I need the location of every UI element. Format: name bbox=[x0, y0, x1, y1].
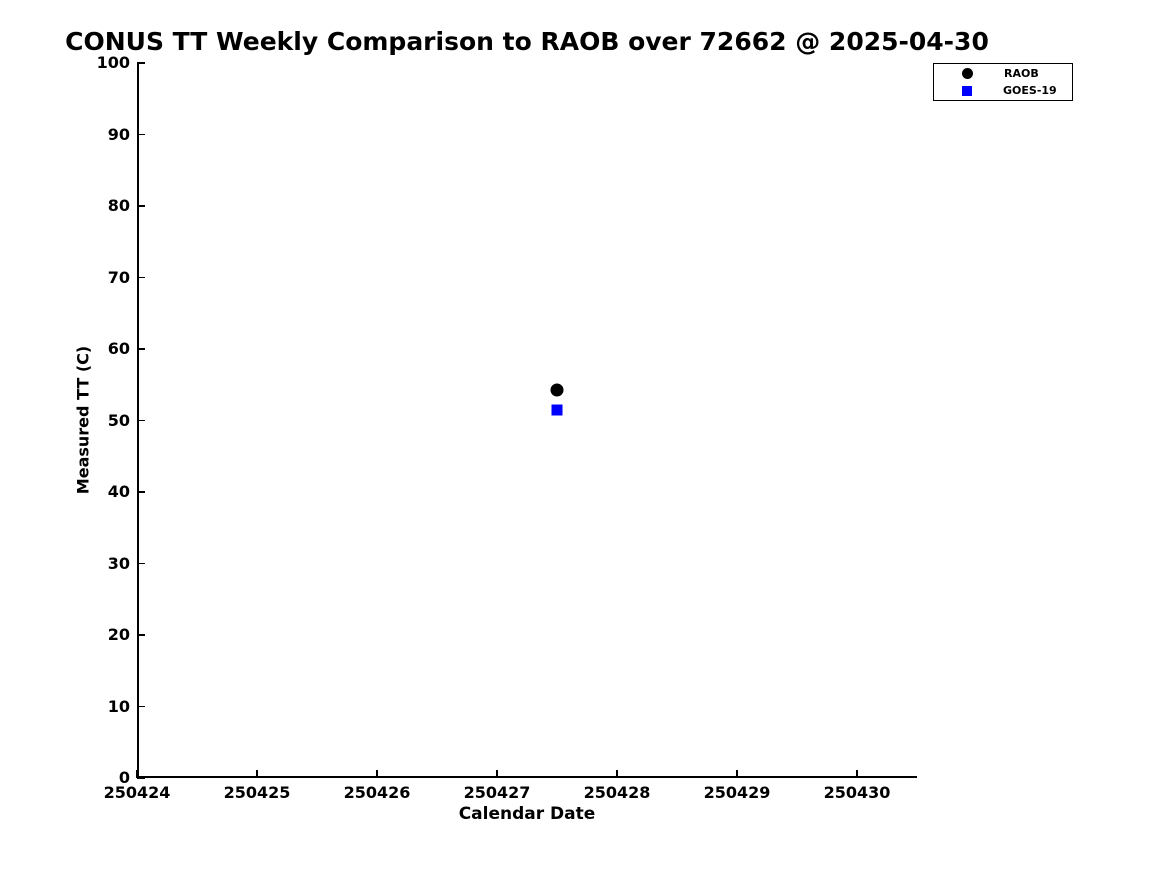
y-tick-label: 80 bbox=[107, 196, 130, 215]
y-tick-mark bbox=[137, 276, 145, 279]
raob-circle-marker-icon bbox=[962, 68, 973, 79]
x-tick-mark bbox=[856, 770, 858, 778]
y-tick-label: 0 bbox=[118, 768, 130, 787]
goes-19-square-marker-icon bbox=[962, 85, 972, 96]
x-tick-label: 250426 bbox=[343, 783, 411, 802]
x-tick-label: 250425 bbox=[223, 783, 291, 802]
x-tick-label: 250430 bbox=[823, 783, 891, 802]
x-tick-label: 250428 bbox=[583, 783, 651, 802]
x-tick-label: 250424 bbox=[103, 783, 171, 802]
y-tick-label: 60 bbox=[107, 339, 130, 358]
y-tick-mark bbox=[137, 562, 145, 565]
y-tick-label: 90 bbox=[107, 124, 130, 144]
x-tick-label: 250429 bbox=[703, 783, 771, 802]
x-tick-mark bbox=[616, 770, 618, 778]
y-tick-label: 10 bbox=[107, 696, 130, 716]
x-tick-mark bbox=[256, 770, 258, 778]
y-tick-label: 70 bbox=[107, 267, 130, 287]
legend: RAOB GOES-19 bbox=[933, 63, 1073, 101]
y-tick-mark bbox=[137, 419, 145, 422]
x-tick-mark bbox=[736, 770, 738, 778]
data-point-goes-19 bbox=[551, 404, 563, 416]
y-tick-mark bbox=[137, 205, 145, 207]
legend-item-raob: RAOB bbox=[934, 67, 1072, 81]
x-tick-mark bbox=[136, 770, 138, 778]
y-tick-mark bbox=[137, 491, 145, 493]
y-tick-mark bbox=[137, 62, 145, 64]
y-tick-label: 20 bbox=[107, 625, 130, 644]
legend-label-raob: RAOB bbox=[1004, 67, 1039, 80]
y-tick-label: 30 bbox=[107, 553, 130, 573]
y-tick-label: 40 bbox=[107, 482, 130, 501]
y-tick-mark bbox=[137, 705, 145, 708]
x-tick-label: 250427 bbox=[463, 783, 531, 802]
y-tick-mark bbox=[137, 133, 145, 136]
data-point-raob bbox=[550, 383, 564, 397]
plot-area bbox=[137, 63, 917, 778]
chart-title: CONUS TT Weekly Comparison to RAOB over … bbox=[65, 27, 989, 56]
y-tick-mark bbox=[137, 348, 145, 350]
legend-label-goes-19: GOES-19 bbox=[1003, 84, 1057, 97]
y-tick-label: 50 bbox=[107, 410, 130, 430]
x-axis-label: Calendar Date bbox=[458, 804, 596, 824]
legend-item-goes-19: GOES-19 bbox=[934, 84, 1072, 98]
y-tick-mark bbox=[137, 634, 145, 636]
y-tick-label: 100 bbox=[96, 53, 130, 72]
y-tick-mark bbox=[137, 777, 145, 779]
x-tick-mark bbox=[496, 770, 498, 778]
x-tick-mark bbox=[376, 770, 378, 778]
